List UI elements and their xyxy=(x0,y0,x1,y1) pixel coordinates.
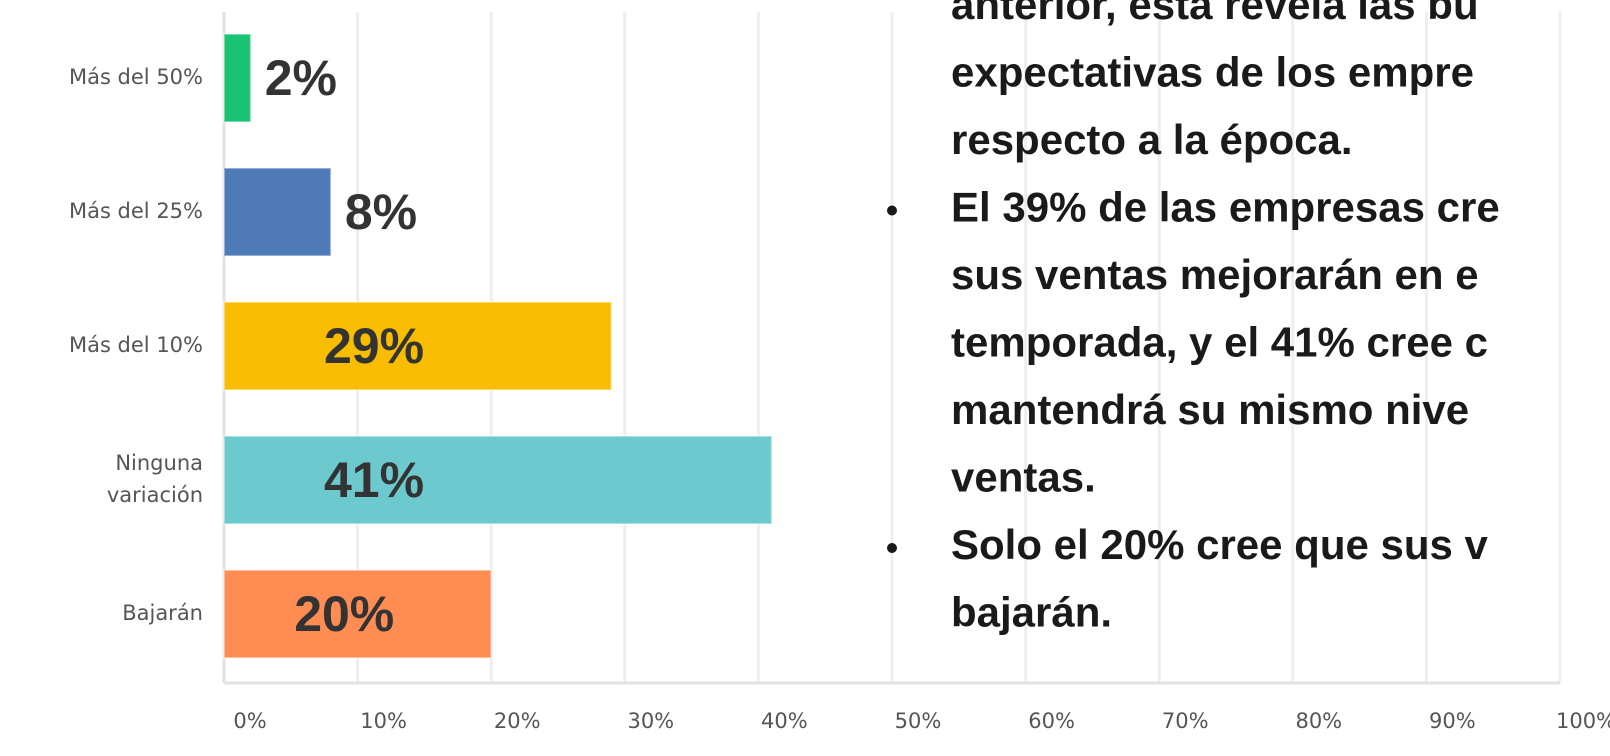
x-tick-label: 30% xyxy=(627,709,674,733)
x-tick-label: 40% xyxy=(761,709,808,733)
value-label: 8% xyxy=(345,184,417,240)
bar xyxy=(223,167,332,257)
bullet xyxy=(887,543,897,553)
paragraph-line: expectativas de los empre xyxy=(951,49,1474,96)
x-tick-label: 20% xyxy=(494,709,541,733)
x-tick-label: 50% xyxy=(895,709,942,733)
bullet xyxy=(887,205,897,216)
paragraph-line: ventas. xyxy=(951,454,1096,501)
category-label: Más del 10% xyxy=(69,333,203,357)
bar xyxy=(223,569,493,659)
category-label: Más del 25% xyxy=(69,199,203,223)
paragraph-line: sus ventas mejorarán en e xyxy=(951,251,1479,298)
category-label-line: Ninguna xyxy=(115,451,203,475)
bar xyxy=(223,435,773,525)
category-label: Bajarán xyxy=(122,601,203,625)
x-tick-label: 100% xyxy=(1556,709,1610,733)
x-tick-label: 90% xyxy=(1429,709,1476,733)
x-tick-label: 0% xyxy=(233,709,266,733)
x-tick-label: 70% xyxy=(1162,709,1209,733)
paragraph-line: bajarán. xyxy=(951,589,1112,636)
paragraph-line: Solo el 20% cree que sus v xyxy=(951,521,1489,568)
value-label: 29% xyxy=(324,318,424,374)
category-label-line: variación xyxy=(107,483,203,507)
bar xyxy=(223,33,252,123)
x-tick-label: 10% xyxy=(360,709,407,733)
paragraph-line: mantendrá su mismo nive xyxy=(951,386,1469,433)
category-label: Ninguna variación xyxy=(107,451,203,507)
x-tick-label: 80% xyxy=(1295,709,1342,733)
x-tick-label: 60% xyxy=(1028,709,1075,733)
paragraph-line: temporada, y el 41% cree c xyxy=(951,319,1488,366)
value-label: 20% xyxy=(294,586,394,642)
value-label: 41% xyxy=(324,452,424,508)
paragraph-line: anterior, esta revela las bu xyxy=(951,0,1479,28)
bar xyxy=(223,301,613,391)
category-label: Más del 50% xyxy=(69,65,203,89)
paragraph-line: respecto a la época. xyxy=(951,116,1353,163)
value-label: 2% xyxy=(265,50,337,106)
paragraph-line: El 39% de las empresas cre xyxy=(951,184,1500,231)
